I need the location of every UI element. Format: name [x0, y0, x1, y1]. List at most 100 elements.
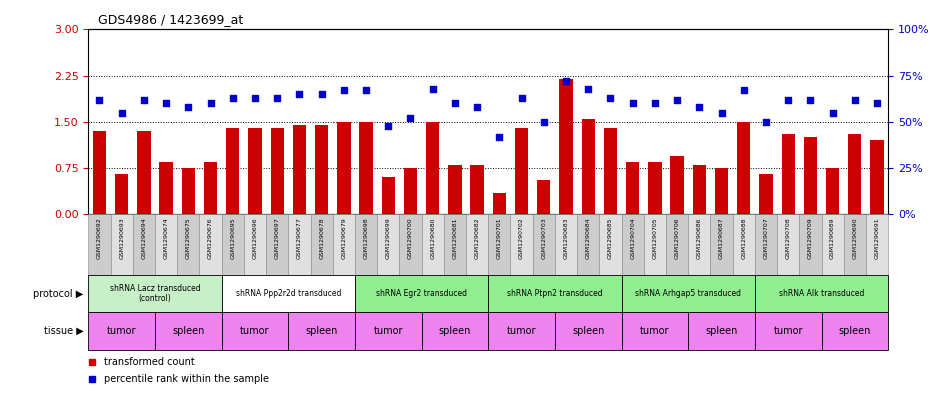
Bar: [155, 214, 178, 275]
Bar: [621, 312, 688, 350]
Point: [225, 95, 240, 101]
Text: GSM1290675: GSM1290675: [186, 217, 191, 259]
Text: GSM1290686: GSM1290686: [697, 217, 702, 259]
Bar: [355, 214, 378, 275]
Text: GSM1290689: GSM1290689: [830, 217, 835, 259]
Point: [670, 97, 684, 103]
Bar: [111, 214, 133, 275]
Point: [559, 78, 574, 84]
Text: GSM1290688: GSM1290688: [741, 217, 746, 259]
Bar: [737, 122, 751, 214]
Bar: [559, 79, 573, 214]
Point: [337, 87, 352, 94]
Point: [847, 97, 862, 103]
Bar: [488, 275, 621, 312]
Text: GSM1290699: GSM1290699: [386, 217, 391, 259]
Point: [603, 95, 618, 101]
Text: GSM1290695: GSM1290695: [231, 217, 235, 259]
Text: spleen: spleen: [172, 326, 205, 336]
Point: [292, 91, 307, 97]
Bar: [533, 214, 555, 275]
Text: GSM1290679: GSM1290679: [341, 217, 346, 259]
Bar: [333, 214, 355, 275]
Text: GSM1290708: GSM1290708: [786, 217, 790, 259]
Text: GSM1290681: GSM1290681: [452, 217, 458, 259]
Bar: [244, 214, 266, 275]
Bar: [599, 214, 621, 275]
Bar: [666, 214, 688, 275]
Bar: [181, 168, 195, 214]
Bar: [448, 165, 461, 214]
Bar: [199, 214, 221, 275]
Bar: [848, 134, 861, 214]
Bar: [711, 214, 733, 275]
Text: GSM1290678: GSM1290678: [319, 217, 325, 259]
Bar: [271, 128, 284, 214]
Text: spleen: spleen: [705, 326, 737, 336]
Text: tumor: tumor: [507, 326, 537, 336]
Text: spleen: spleen: [839, 326, 871, 336]
Bar: [221, 214, 244, 275]
Text: shRNA Egr2 transduced: shRNA Egr2 transduced: [376, 289, 467, 298]
Bar: [426, 122, 439, 214]
Point: [737, 87, 751, 94]
Bar: [671, 156, 684, 214]
Text: GSM1290682: GSM1290682: [474, 217, 480, 259]
Text: transformed count: transformed count: [104, 356, 195, 367]
Text: GSM1290680: GSM1290680: [431, 217, 435, 259]
Bar: [404, 168, 418, 214]
Bar: [311, 214, 333, 275]
Text: tumor: tumor: [240, 326, 270, 336]
Point: [180, 104, 195, 110]
Bar: [581, 119, 595, 214]
Text: GSM1290696: GSM1290696: [252, 217, 258, 259]
Bar: [178, 214, 199, 275]
Bar: [421, 312, 488, 350]
Point: [270, 95, 285, 101]
Point: [359, 87, 374, 94]
Text: GSM1290705: GSM1290705: [652, 217, 658, 259]
Bar: [133, 214, 155, 275]
Bar: [604, 128, 618, 214]
Text: GSM1290702: GSM1290702: [519, 217, 525, 259]
Point: [425, 85, 440, 92]
Bar: [159, 162, 173, 214]
Text: GSM1290698: GSM1290698: [364, 217, 368, 259]
Bar: [804, 137, 817, 214]
Text: GSM1290707: GSM1290707: [764, 217, 768, 259]
Text: shRNA Alk transduced: shRNA Alk transduced: [778, 289, 864, 298]
Text: tumor: tumor: [640, 326, 670, 336]
Point: [92, 97, 107, 103]
Bar: [688, 214, 711, 275]
Text: GSM1290676: GSM1290676: [208, 217, 213, 259]
Text: GSM1290693: GSM1290693: [119, 217, 125, 259]
Text: tumor: tumor: [774, 326, 803, 336]
Point: [759, 119, 774, 125]
Text: GSM1290691: GSM1290691: [874, 217, 880, 259]
Text: GSM1290684: GSM1290684: [586, 217, 591, 259]
Point: [825, 109, 840, 116]
Text: GSM1290677: GSM1290677: [297, 217, 302, 259]
Point: [647, 100, 662, 107]
Bar: [733, 214, 755, 275]
Bar: [204, 162, 218, 214]
Point: [403, 115, 418, 121]
Bar: [578, 214, 599, 275]
Point: [380, 122, 395, 129]
Point: [314, 91, 329, 97]
Bar: [821, 214, 844, 275]
Bar: [115, 174, 128, 214]
Bar: [155, 312, 221, 350]
Bar: [644, 214, 666, 275]
Bar: [221, 275, 355, 312]
Bar: [799, 214, 821, 275]
Text: GSM1290694: GSM1290694: [141, 217, 146, 259]
Bar: [471, 165, 484, 214]
Text: tissue ▶: tissue ▶: [44, 326, 84, 336]
Bar: [378, 214, 399, 275]
Bar: [288, 312, 355, 350]
Bar: [288, 214, 311, 275]
Point: [447, 100, 462, 107]
Bar: [488, 214, 511, 275]
Text: percentile rank within the sample: percentile rank within the sample: [104, 374, 270, 384]
